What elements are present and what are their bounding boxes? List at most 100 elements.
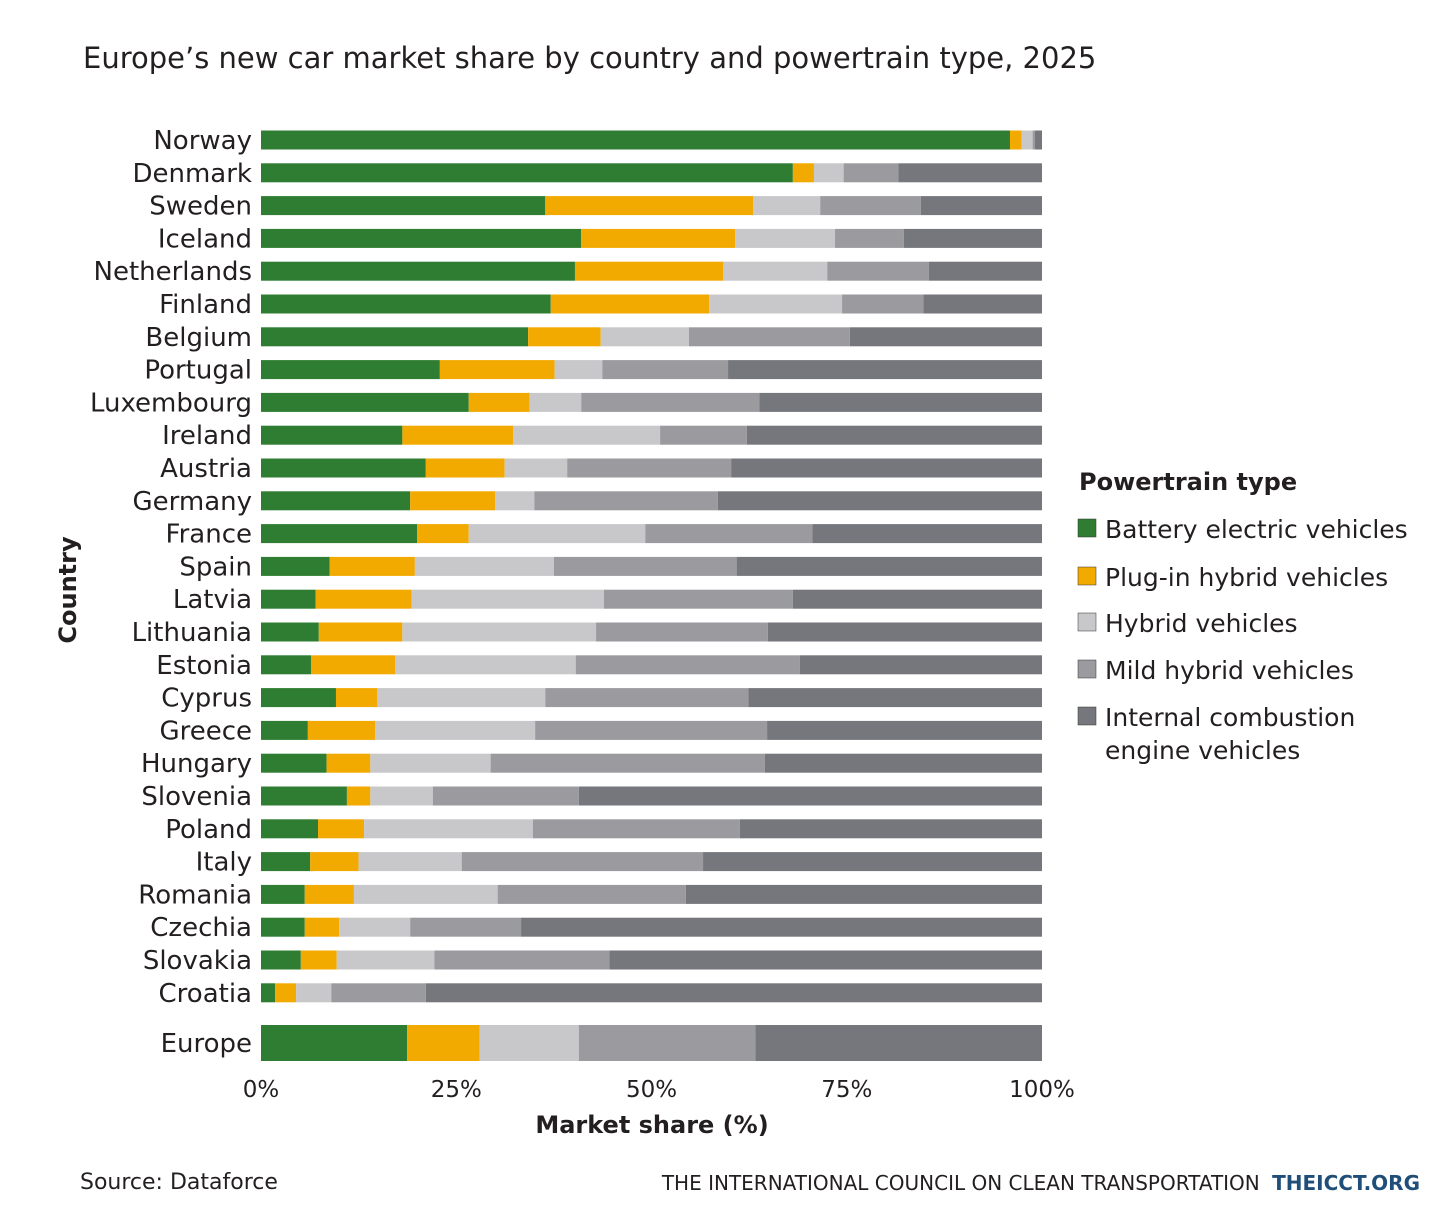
bar-germany-hybrid-vehicles [495,491,535,511]
bar-group-europe [261,1025,1042,1061]
bar-slovakia-internal-combustion-engine-vehicles [609,950,1042,970]
bar-group-france [261,524,1042,544]
bar-group-cyprus [261,688,1042,708]
bar-belgium-hybrid-vehicles [600,327,689,347]
bar-germany-internal-combustion-engine-vehicles [717,491,1042,511]
legend-label: Plug-in hybrid vehicles [1105,563,1388,592]
bar-slovenia-mild-hybrid-vehicles [432,786,579,806]
bar-group-portugal [261,360,1042,380]
bar-group-latvia [261,589,1042,609]
bar-group-romania [261,884,1042,904]
bar-hungary-plug-in-hybrid-vehicles [326,753,371,773]
bar-estonia-plug-in-hybrid-vehicles [310,655,396,675]
bar-slovenia-plug-in-hybrid-vehicles [346,786,371,806]
bar-france-mild-hybrid-vehicles [645,524,813,544]
country-label: Sweden [149,192,252,222]
bar-greece-hybrid-vehicles [375,720,536,740]
legend-swatch [1077,659,1097,679]
bar-slovakia-plug-in-hybrid-vehicles [300,950,337,970]
bar-cyprus-plug-in-hybrid-vehicles [335,688,378,708]
bar-germany-battery-electric-vehicles [261,491,411,511]
bar-portugal-battery-electric-vehicles [261,360,440,380]
bar-group-denmark [261,163,1042,183]
bar-belgium-mild-hybrid-vehicles [688,327,850,347]
country-label: Latvia [173,585,252,615]
bar-czechia-mild-hybrid-vehicles [410,917,522,937]
bar-italy-internal-combustion-engine-vehicles [703,852,1042,872]
bar-group-belgium [261,327,1042,347]
bar-belgium-internal-combustion-engine-vehicles [849,327,1042,347]
bar-finland-hybrid-vehicles [709,294,843,314]
bar-iceland-battery-electric-vehicles [261,228,582,248]
bar-slovenia-hybrid-vehicles [370,786,433,806]
bar-ireland-mild-hybrid-vehicles [660,425,747,445]
country-label: Hungary [141,749,252,779]
bar-portugal-mild-hybrid-vehicles [602,360,729,380]
bar-group-greece [261,720,1042,740]
bar-greece-internal-combustion-engine-vehicles [767,720,1042,740]
bar-group-ireland [261,425,1042,445]
bar-group-slovenia [261,786,1042,806]
bar-estonia-hybrid-vehicles [395,655,576,675]
bar-group-slovakia [261,950,1042,970]
legend-label: Mild hybrid vehicles [1105,656,1354,685]
bars [261,130,1042,1061]
bar-lithuania-hybrid-vehicles [402,622,597,642]
org-site: THEICCT.ORG [1272,1171,1420,1195]
bar-group-croatia [261,983,1042,1003]
bar-sweden-battery-electric-vehicles [261,196,546,216]
bar-spain-mild-hybrid-vehicles [553,556,737,576]
bar-group-austria [261,458,1042,478]
legend: Powertrain type Battery electric vehicle… [1077,468,1408,765]
bar-poland-battery-electric-vehicles [261,819,319,839]
bar-italy-mild-hybrid-vehicles [461,852,704,872]
x-tick-label: 0% [243,1077,280,1103]
bar-poland-hybrid-vehicles [364,819,533,839]
bar-romania-plug-in-hybrid-vehicles [304,884,354,904]
bar-croatia-internal-combustion-engine-vehicles [425,983,1042,1003]
bar-norway-hybrid-vehicles [1021,130,1033,150]
bar-austria-hybrid-vehicles [504,458,568,478]
bar-austria-mild-hybrid-vehicles [567,458,732,478]
bar-group-lithuania [261,622,1042,642]
x-tick-label: 25% [431,1077,482,1103]
country-label: Lithuania [132,618,252,648]
bar-norway-plug-in-hybrid-vehicles [1009,130,1022,150]
bar-romania-mild-hybrid-vehicles [497,884,686,904]
bar-lithuania-plug-in-hybrid-vehicles [318,622,403,642]
bar-belgium-battery-electric-vehicles [261,327,529,347]
bar-romania-internal-combustion-engine-vehicles [685,884,1042,904]
x-tick-label: 50% [626,1077,677,1103]
bar-ireland-battery-electric-vehicles [261,425,403,445]
bar-iceland-mild-hybrid-vehicles [835,228,904,248]
x-tick-label: 100% [1009,1077,1075,1103]
country-label: Austria [160,454,252,484]
country-label: Cyprus [161,684,252,714]
country-label: Slovenia [141,782,252,812]
legend-title: Powertrain type [1079,468,1297,496]
bar-latvia-plug-in-hybrid-vehicles [315,589,412,609]
bar-hungary-battery-electric-vehicles [261,753,327,773]
bar-cyprus-battery-electric-vehicles [261,688,336,708]
bar-ireland-plug-in-hybrid-vehicles [402,425,514,445]
bar-sweden-plug-in-hybrid-vehicles [545,196,754,216]
bar-estonia-internal-combustion-engine-vehicles [799,655,1042,675]
bar-europe-hybrid-vehicles [479,1025,579,1061]
bar-netherlands-internal-combustion-engine-vehicles [928,261,1042,281]
bar-sweden-hybrid-vehicles [753,196,821,216]
legend-label: Hybrid vehicles [1105,609,1298,638]
bar-spain-internal-combustion-engine-vehicles [736,556,1042,576]
bar-czechia-battery-electric-vehicles [261,917,305,937]
bar-portugal-hybrid-vehicles [554,360,603,380]
country-label: Estonia [156,651,252,681]
bar-sweden-mild-hybrid-vehicles [820,196,921,216]
bar-finland-plug-in-hybrid-vehicles [550,294,710,314]
bar-finland-internal-combustion-engine-vehicles [923,294,1042,314]
bar-italy-battery-electric-vehicles [261,852,311,872]
y-axis-label: Country [54,536,82,644]
bar-france-internal-combustion-engine-vehicles [812,524,1042,544]
legend-swatch [1077,612,1097,632]
bar-cyprus-internal-combustion-engine-vehicles [748,688,1042,708]
bar-luxembourg-hybrid-vehicles [529,392,582,412]
